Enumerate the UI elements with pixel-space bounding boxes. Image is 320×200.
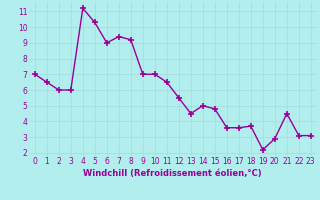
X-axis label: Windchill (Refroidissement éolien,°C): Windchill (Refroidissement éolien,°C) <box>84 169 262 178</box>
